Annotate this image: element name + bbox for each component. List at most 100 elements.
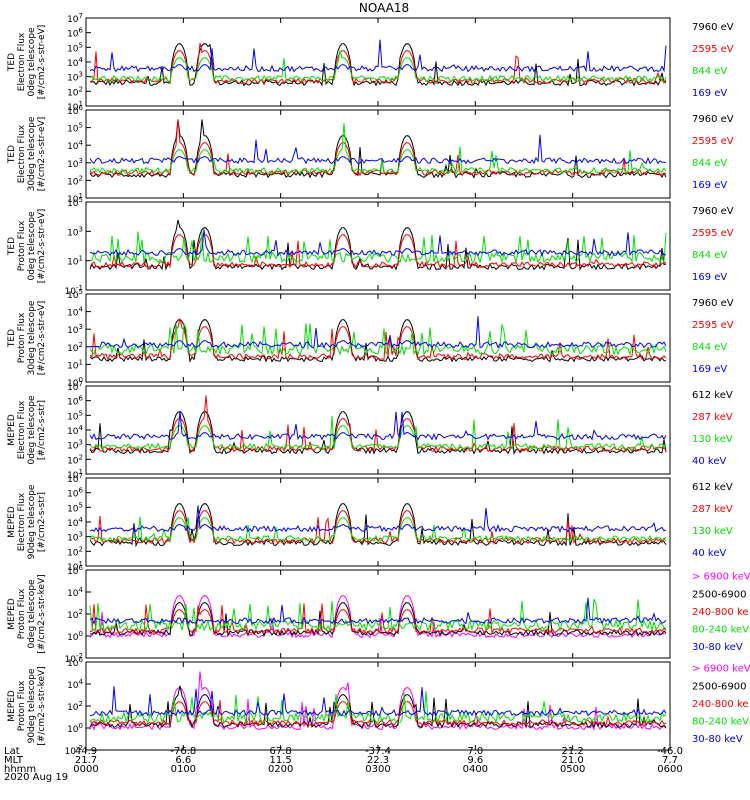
legend-entry: 40 keV bbox=[692, 456, 726, 467]
series-green bbox=[89, 322, 667, 357]
footer-mlt: 22.3 bbox=[367, 755, 389, 766]
ylabel-line: [#/cm2-s-str-eV] bbox=[37, 25, 47, 100]
ylabel-line: 0deg telescope bbox=[27, 395, 37, 465]
legend-entry: 7960 eV bbox=[692, 22, 734, 33]
footer-lat: -37.4 bbox=[365, 746, 391, 757]
ytick-label: 103 bbox=[67, 157, 83, 170]
legend-entry: 80-240 keV bbox=[692, 624, 749, 635]
panel-8: 10-2 100 102 104 106 MEPED Proton Flux 90deg te… bbox=[7, 656, 750, 757]
series-green bbox=[89, 598, 667, 633]
ytick-label: 104 bbox=[67, 516, 83, 529]
series-green bbox=[89, 123, 667, 175]
ylabel-line: MEPED bbox=[7, 506, 17, 538]
series-blue bbox=[89, 686, 667, 718]
legend-entry: 169 eV bbox=[692, 272, 727, 283]
legend-entry: 7960 eV bbox=[692, 298, 734, 309]
ylabel-line: 0deg telescope bbox=[27, 27, 37, 97]
footer-hhmm: 0100 bbox=[171, 764, 196, 775]
series-red bbox=[89, 318, 667, 361]
ylabel-line: 90deg telescope bbox=[27, 484, 37, 559]
ylabel-line: TED bbox=[7, 145, 17, 164]
footer-row-label: Lat bbox=[4, 746, 20, 757]
legend-entry: 2500-6900 bbox=[692, 681, 747, 692]
series-black bbox=[89, 219, 667, 271]
series-green bbox=[89, 231, 667, 265]
ylabel-line: 90deg telescope bbox=[27, 668, 37, 743]
data-series bbox=[89, 395, 667, 456]
legend-entry: 844 eV bbox=[692, 66, 727, 77]
ytick-label: 105 bbox=[67, 196, 83, 209]
footer-row-label: MLT bbox=[4, 755, 24, 766]
series-red bbox=[89, 395, 667, 454]
ytick-label: 100 bbox=[67, 722, 83, 735]
series-magenta bbox=[89, 671, 667, 732]
ytick-label: 101 bbox=[67, 560, 83, 573]
ytick-label: 104 bbox=[67, 424, 83, 437]
ylabel-line: 30deg telescope bbox=[27, 116, 37, 191]
ylabel-line: [#/cm2-s-str-keV] bbox=[37, 574, 47, 653]
footer-hhmm: 0600 bbox=[657, 764, 682, 775]
legend-entry: 240-800 ke bbox=[692, 607, 749, 618]
ytick-label: 105 bbox=[67, 409, 83, 422]
series-blue bbox=[89, 597, 667, 625]
footer-lat: -76.8 bbox=[170, 746, 196, 757]
footer-mlt: 9.6 bbox=[467, 755, 483, 766]
ytick-label: 101 bbox=[67, 100, 83, 113]
series-blue bbox=[89, 229, 667, 257]
ytick-label: 102 bbox=[67, 700, 83, 713]
footer-hhmm: 0500 bbox=[560, 764, 585, 775]
legend-entry: 7960 eV bbox=[692, 114, 734, 125]
legend-entry: 2500-6900 bbox=[692, 589, 747, 600]
panel-7: 10-2 100 102 104 106 MEPED Proton Flux 0deg tel… bbox=[7, 564, 750, 665]
series-blue bbox=[89, 410, 667, 441]
footer-mlt: 6.6 bbox=[175, 755, 191, 766]
ytick-label: 102 bbox=[67, 545, 83, 558]
ytick-label: 102 bbox=[67, 85, 83, 98]
legend-entry: > 6900 keV bbox=[692, 664, 750, 675]
panel-2: 101 102 103 104 105 106 TED Electron Flux 30deg … bbox=[7, 104, 734, 205]
ylabel-line: [#/cm2-s-str-eV] bbox=[37, 301, 47, 376]
footer-hhmm: 0200 bbox=[268, 764, 293, 775]
ytick-label: 10-2 bbox=[65, 744, 83, 757]
ytick-label: 101 bbox=[67, 192, 83, 205]
legend-entry: 2595 eV bbox=[692, 44, 734, 55]
ytick-label: 103 bbox=[67, 323, 83, 336]
data-series bbox=[89, 119, 667, 179]
legend-entry: 844 eV bbox=[692, 342, 727, 353]
ytick-label: 106 bbox=[67, 656, 83, 669]
ytick-label: 107 bbox=[67, 12, 83, 25]
ylabel-line: Electron Flux bbox=[17, 492, 27, 551]
ytick-label: 104 bbox=[67, 306, 83, 319]
ylabel-line: MEPED bbox=[7, 414, 17, 446]
ytick-label: 104 bbox=[67, 586, 83, 599]
ytick-label: 102 bbox=[67, 341, 83, 354]
footer-lat: 7.0 bbox=[467, 746, 483, 757]
series-red bbox=[89, 119, 667, 177]
footer-lat: -46.0 bbox=[657, 746, 683, 757]
data-series bbox=[89, 219, 667, 271]
legend-entry: 80-240 keV bbox=[692, 716, 749, 727]
ytick-label: 106 bbox=[67, 564, 83, 577]
ylabel-line: TED bbox=[7, 329, 17, 348]
legend-entry: 30-80 keV bbox=[692, 734, 743, 745]
ylabel-line: [#/cm2-s-str-keV] bbox=[37, 666, 47, 745]
series-black bbox=[89, 119, 667, 179]
ylabel-line: Proton Flux bbox=[17, 588, 27, 639]
legend-entry: > 6900 keV bbox=[692, 572, 750, 583]
ylabel-line: Electron Flux bbox=[17, 124, 27, 183]
ytick-label: 104 bbox=[67, 56, 83, 69]
data-series bbox=[89, 503, 667, 548]
footer-hhmm: 0300 bbox=[365, 764, 390, 775]
ylabel-line: 0deg telescope bbox=[27, 579, 37, 649]
legend-entry: 612 keV bbox=[692, 390, 733, 401]
footer-mlt: 11.5 bbox=[270, 755, 292, 766]
data-series bbox=[89, 671, 667, 732]
series-black bbox=[89, 411, 667, 456]
series-red bbox=[89, 700, 667, 727]
data-series bbox=[89, 316, 667, 363]
ylabel-line: Proton Flux bbox=[17, 680, 27, 731]
